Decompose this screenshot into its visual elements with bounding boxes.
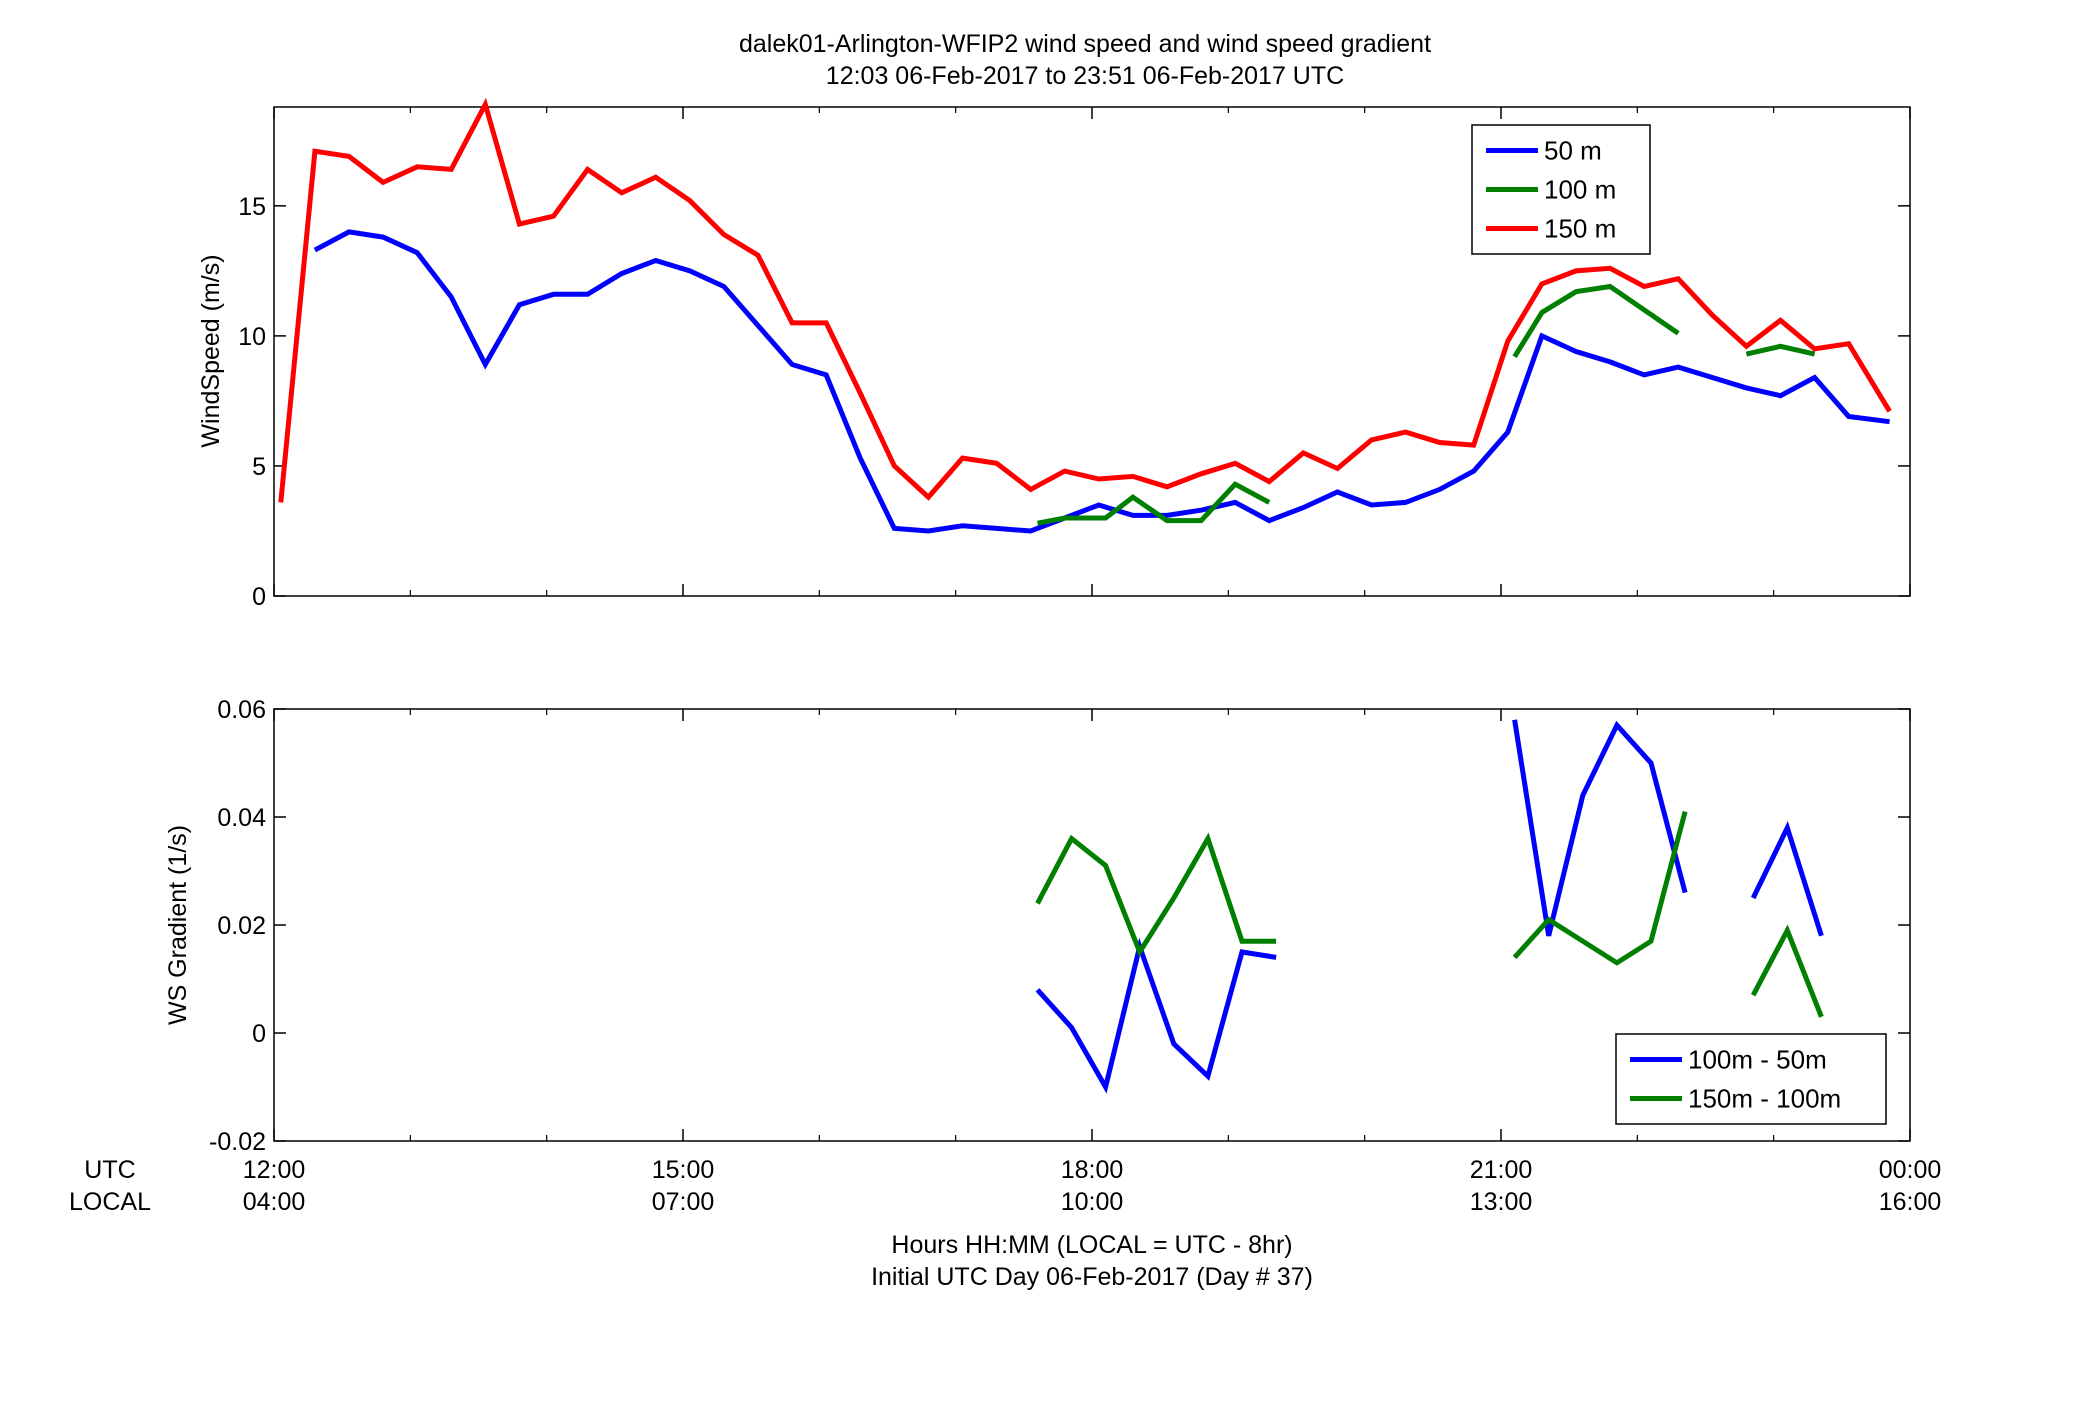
gradient-panel: -0.02 0 0.02 0.04 0.06 WS Gradient (1/s) 100… [164, 696, 1911, 1156]
gradient-ytick-label: 0.02 [217, 912, 266, 940]
windspeed-ylabel: WindSpeed (m/s) [197, 254, 225, 447]
windspeed-ytick-label: 10 [238, 323, 266, 351]
windspeed-legend-label: 100 m [1544, 175, 1616, 205]
windspeed-plot-area [273, 106, 1911, 597]
x-tick-local-label: 04:00 [243, 1188, 306, 1216]
gradient-series-1-line [1035, 832, 1277, 958]
chart-title-line2: 12:03 06-Feb-2017 to 23:51 06-Feb-2017 U… [826, 62, 1344, 90]
windspeed-ytick-label: 15 [238, 193, 266, 221]
x-tick-local-label: 13:00 [1470, 1188, 1533, 1216]
windspeed-legend-label: 50 m [1544, 136, 1602, 166]
windspeed-series-1-line [1512, 283, 1680, 359]
windspeed-legend-label: 150 m [1544, 214, 1616, 244]
windspeed-series-1-line [1745, 343, 1816, 357]
windspeed-ytick-label: 0 [252, 583, 266, 611]
x-tick-labels: 12:00 04:00 15:00 07:00 18:00 10:00 21:00 13:00… [243, 1156, 1942, 1216]
windspeed-series-0-line [313, 229, 1890, 534]
gradient-ytick-label: -0.02 [209, 1128, 266, 1156]
windspeed-panel: 0 5 10 15 WindSpeed (m/s) 50 m 100 m 150 m [197, 97, 1911, 611]
utc-row-label: UTC [84, 1156, 135, 1184]
gradient-series-0-line [1512, 719, 1688, 937]
xlabel-line2: Initial UTC Day 06-Feb-2017 (Day # 37) [871, 1263, 1313, 1291]
chart-title-line1: dalek01-Arlington-WFIP2 wind speed and w… [739, 30, 1431, 58]
gradient-legend: 100m - 50m 150m - 100m [1615, 1033, 1887, 1125]
gradient-ytick-label: 0.04 [217, 804, 266, 832]
x-tick-local-label: 07:00 [652, 1188, 715, 1216]
gradient-legend-label: 150m - 100m [1688, 1084, 1841, 1114]
x-tick-utc-label: 15:00 [652, 1156, 715, 1184]
gradient-legend-label: 100m - 50m [1688, 1045, 1827, 1075]
windspeed-series-1-line [1037, 481, 1271, 526]
x-tick-utc-label: 21:00 [1470, 1156, 1533, 1184]
windspeed-axis-ticks: 0 5 10 15 [238, 107, 1911, 611]
windspeed-series-lines [278, 97, 1892, 534]
gradient-series-0-line [1035, 937, 1277, 1094]
gradient-series-lines [1035, 719, 1824, 1094]
windspeed-legend: 50 m 100 m 150 m [1471, 124, 1651, 255]
xlabel-line1: Hours HH:MM (LOCAL = UTC - 8hr) [891, 1231, 1292, 1259]
gradient-axis-ticks: -0.02 0 0.02 0.04 0.06 [209, 696, 1911, 1156]
x-tick-utc-label: 12:00 [243, 1156, 306, 1184]
x-tick-utc-label: 18:00 [1061, 1156, 1124, 1184]
gradient-series-1-line [1512, 810, 1688, 966]
windspeed-ytick-label: 5 [252, 453, 266, 481]
x-tick-local-label: 16:00 [1879, 1188, 1942, 1216]
gradient-series-1-line [1750, 924, 1824, 1018]
windspeed-series-2-line [278, 97, 1892, 503]
gradient-ytick-label: 0 [252, 1020, 266, 1048]
x-tick-utc-label: 00:00 [1879, 1156, 1942, 1184]
local-row-label: LOCAL [69, 1188, 151, 1216]
gradient-ytick-label: 0.06 [217, 696, 266, 724]
gradient-legend-box [1615, 1033, 1887, 1125]
gradient-series-0-line [1750, 821, 1824, 937]
x-tick-local-label: 10:00 [1061, 1188, 1124, 1216]
gradient-ylabel: WS Gradient (1/s) [164, 825, 192, 1025]
